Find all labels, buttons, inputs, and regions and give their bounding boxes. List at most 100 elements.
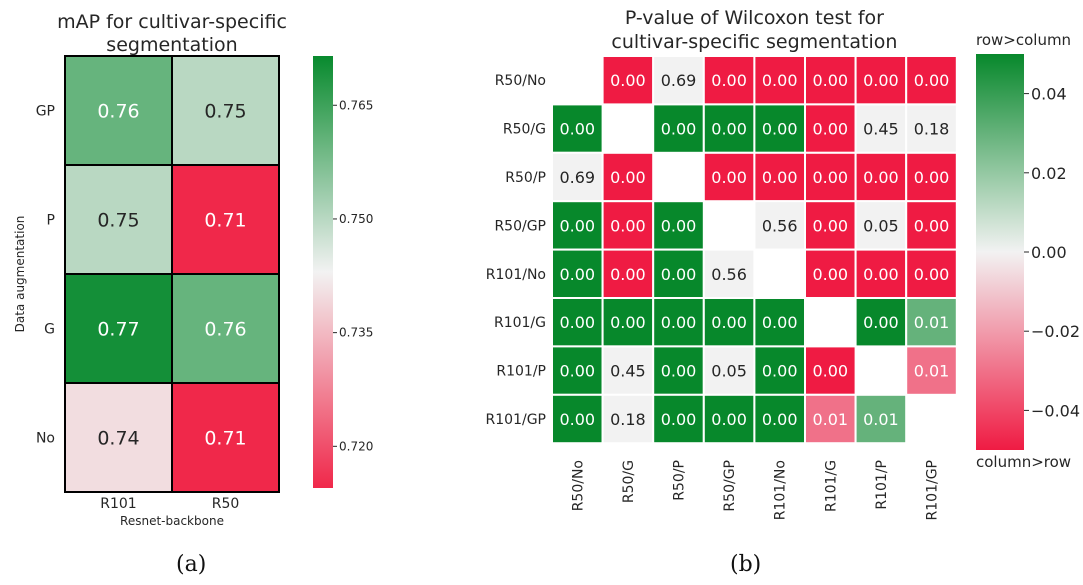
heatmap-b-cell-label: 0.01 — [914, 362, 950, 381]
heatmap-b-cell — [804, 151, 857, 203]
chart-b-colorbar-top-label: row>column — [976, 31, 1071, 49]
chart-b-title-line2: cultivar-specific segmentation — [611, 31, 897, 53]
chart-b-col-label: R101/P — [874, 460, 890, 510]
heatmap-a-cell-label: 0.75 — [97, 210, 139, 232]
heatmap-a-cell — [171, 382, 280, 493]
heatmap-b-cell-label: 0.00 — [661, 216, 697, 235]
chart-a-xtick-label: R101 — [100, 496, 136, 512]
heatmap-b-cell-label: 0.00 — [711, 313, 747, 332]
heatmap-b-cell-label: 0.00 — [762, 120, 798, 139]
heatmap-b-cell — [551, 248, 604, 300]
chart-b-col-label: R101/G — [823, 460, 839, 512]
heatmap-b-cell-label: 0.00 — [812, 120, 848, 139]
heatmap-b-cell — [905, 200, 958, 251]
chart-b-title-line1: P-value of Wilcoxon test for — [625, 7, 884, 29]
heatmap-b-cell — [804, 55, 857, 106]
heatmap-a-cell-label: 0.71 — [204, 210, 246, 232]
heatmap-b-cell — [652, 103, 705, 154]
heatmap-a-cell-label: 0.76 — [97, 101, 139, 123]
chart-b-colorbar-tick-label: 0.02 — [1031, 164, 1067, 183]
heatmap-b-cell-label: 0.00 — [610, 216, 646, 235]
heatmap-b-cell-label: 0.00 — [711, 71, 747, 90]
heatmap-b-cell — [601, 393, 655, 445]
chart-a-colorbar-tick-label: 0.765 — [339, 98, 373, 112]
heatmap-b-cell — [854, 393, 908, 445]
chart-b-col-label: R50/GP — [722, 460, 738, 512]
caption-b: (b) — [730, 552, 762, 577]
heatmap-a-cell-label: 0.77 — [97, 319, 139, 341]
heatmap-a-cell-label: 0.71 — [204, 428, 246, 450]
heatmap-b-cell-label: 0.00 — [661, 362, 697, 381]
chart-a-colorbar-tick-label: 0.720 — [339, 439, 373, 453]
heatmap-b-cell-label: 0.00 — [711, 410, 747, 429]
chart-b-colorbar-tick-label: −0.04 — [1031, 401, 1080, 420]
heatmap-b-cell-label: 0.00 — [863, 168, 899, 187]
heatmap-b-cell-label: 0.00 — [661, 265, 697, 284]
chart-a-ytick-label: GP — [36, 104, 55, 120]
heatmap-b-cell-label: 0.69 — [661, 71, 697, 90]
heatmap-b-cell — [551, 345, 604, 396]
chart-a-colorbar-tick-label: 0.735 — [339, 326, 373, 340]
heatmap-b-cell-label: 0.00 — [661, 120, 697, 139]
heatmap-b-cell-label: 0.05 — [711, 362, 747, 381]
heatmap-b-cell-label: 0.00 — [559, 410, 595, 429]
heatmap-a-cell — [171, 273, 280, 384]
heatmap-b-cell — [702, 345, 756, 396]
heatmap-b-cell — [601, 200, 655, 251]
heatmap-b-cell-label: 0.00 — [762, 71, 798, 90]
heatmap-b-cell-label: 0.00 — [661, 410, 697, 429]
heatmap-b-cell-label: 0.00 — [762, 313, 798, 332]
heatmap-b-cell-label: 0.69 — [559, 168, 595, 187]
heatmap-b-cell-label: 0.00 — [863, 265, 899, 284]
heatmap-b-cell-label: 0.05 — [863, 216, 899, 235]
chart-b-col-label: R101/No — [773, 460, 789, 520]
heatmap-b-cell-label: 0.18 — [914, 120, 950, 139]
chart-b-row-label: R101/G — [494, 315, 546, 331]
heatmap-a-cell — [64, 55, 173, 166]
heatmap-b-cell — [702, 248, 756, 300]
chart-a-ytick-label: G — [44, 322, 55, 338]
heatmap-b-cell-label: 0.56 — [762, 216, 798, 235]
heatmap-b-cell — [854, 55, 908, 106]
heatmap-b-cell — [702, 393, 756, 445]
chart-a-frame — [64, 55, 280, 493]
chart-a-ytick-label: No — [36, 431, 55, 447]
heatmap-b-cell — [854, 200, 908, 251]
chart-b-col-label: R50/G — [621, 460, 637, 503]
chart-a-title-line2: segmentation — [106, 34, 237, 56]
heatmap-b-cell-label: 0.00 — [711, 120, 747, 139]
heatmap-b-cell-label: 0.00 — [812, 216, 848, 235]
chart-a-colorbar-tick-label: 0.750 — [339, 212, 373, 226]
chart-b-row-label: R101/P — [496, 364, 546, 380]
heatmap-b-cell — [702, 297, 756, 348]
heatmap-a-cell-label: 0.75 — [204, 101, 246, 123]
heatmap-b-cell-label: 0.01 — [863, 410, 899, 429]
heatmap-b-cell-label: 0.00 — [661, 313, 697, 332]
chart-b-col-label: R50/P — [672, 460, 688, 501]
heatmap-b-cell — [601, 151, 655, 203]
heatmap-b-cell-label: 0.00 — [559, 313, 595, 332]
heatmap-a-cell — [171, 55, 280, 166]
heatmap-b-cell-label: 0.00 — [559, 120, 595, 139]
heatmap-b-cell-label: 0.00 — [559, 362, 595, 381]
heatmap-a-cell — [64, 164, 173, 275]
chart-b-row-label: R50/P — [505, 170, 546, 186]
heatmap-b-cell-label: 0.00 — [711, 168, 747, 187]
heatmap-b-cell — [601, 55, 655, 106]
heatmap-b-cell — [753, 345, 807, 396]
heatmap-b-cell-label: 0.00 — [812, 168, 848, 187]
chart-a-xtick-label: R50 — [212, 496, 240, 512]
heatmap-b-cell-label: 0.00 — [559, 265, 595, 284]
heatmap-b-cell — [905, 297, 958, 348]
chart-b-col-label: R101/GP — [925, 460, 941, 520]
heatmap-b-cell-label: 0.00 — [863, 71, 899, 90]
chart-b-colorbar-tick-label: 0.00 — [1031, 243, 1067, 262]
chart-b: P-value of Wilcoxon test forcultivar-spe… — [486, 7, 1081, 520]
heatmap-b-cell — [905, 248, 958, 300]
heatmap-a-cell-label: 0.76 — [204, 319, 246, 341]
heatmap-b-cell — [753, 200, 807, 251]
heatmap-b-cell-label: 0.00 — [610, 168, 646, 187]
chart-b-colorbar-bottom-label: column>row — [976, 453, 1071, 471]
